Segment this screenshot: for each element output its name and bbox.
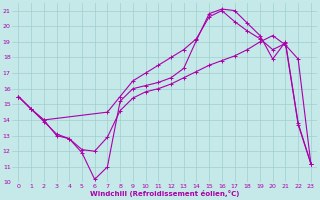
X-axis label: Windchill (Refroidissement éolien,°C): Windchill (Refroidissement éolien,°C)	[90, 190, 239, 197]
